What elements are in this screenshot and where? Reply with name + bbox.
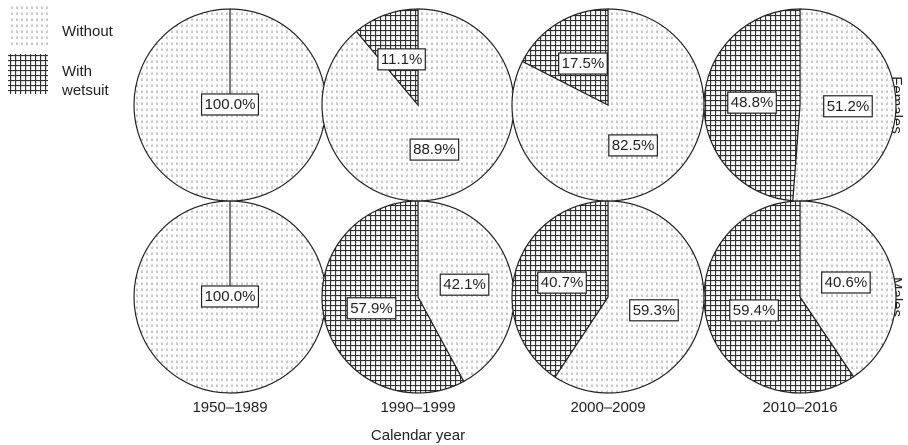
- value-label: 51.2%: [827, 98, 870, 115]
- value-label-box: [608, 134, 658, 157]
- pie-slice: [554, 200, 705, 394]
- value-label-box: [823, 95, 873, 118]
- value-label-box: [629, 299, 679, 322]
- value-label-box: [727, 91, 777, 114]
- value-label: 42.1%: [443, 276, 486, 293]
- pie-slice: [321, 200, 465, 394]
- value-label-box: [729, 299, 779, 322]
- legend-label: With wetsuit: [62, 63, 109, 99]
- value-label: 40.7%: [541, 274, 584, 291]
- value-label-box: [409, 138, 460, 161]
- value-label: 100.0%: [205, 96, 256, 113]
- value-label: 88.9%: [413, 141, 456, 158]
- value-label: 100.0%: [205, 288, 256, 305]
- column-label: 1990–1999: [380, 399, 455, 416]
- value-label-box: [558, 52, 608, 75]
- value-label-box: [346, 297, 397, 320]
- value-label: 17.5%: [562, 55, 605, 72]
- legend-swatch: [8, 54, 48, 94]
- value-label: 59.3%: [633, 302, 676, 319]
- value-label: 48.8%: [731, 94, 774, 111]
- legend-label: Without: [62, 23, 113, 40]
- value-label: 59.4%: [733, 302, 776, 319]
- column-label: 2000–2009: [570, 399, 645, 416]
- column-label: 2010–2016: [762, 399, 837, 416]
- x-axis-label: Calendar year: [371, 427, 465, 444]
- value-label-box: [377, 48, 426, 71]
- value-label-box: [200, 93, 260, 116]
- value-label-box: [439, 273, 490, 296]
- pie-slice: [703, 200, 855, 394]
- column-label: 1950–1989: [192, 399, 267, 416]
- value-label: 82.5%: [612, 137, 655, 154]
- value-label-box: [537, 271, 587, 294]
- value-label-box: [821, 271, 871, 294]
- value-label-box: [200, 285, 260, 308]
- legend-swatch: [8, 6, 48, 46]
- value-label: 57.9%: [350, 300, 393, 317]
- value-label: 40.6%: [825, 274, 868, 291]
- value-label: 11.1%: [381, 51, 422, 68]
